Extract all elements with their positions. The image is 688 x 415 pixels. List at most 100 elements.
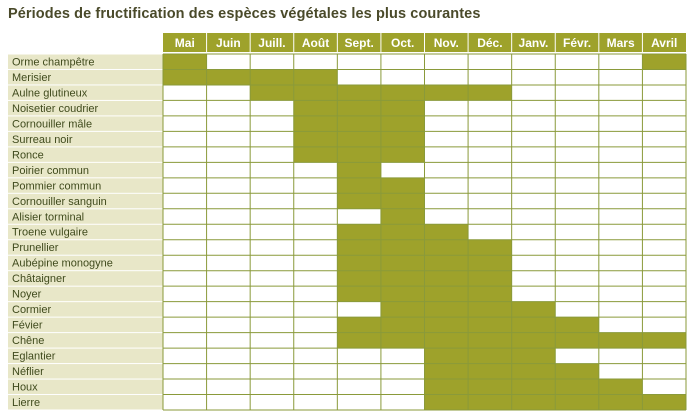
- fruiting-cell: [163, 69, 207, 85]
- fruiting-cell: [642, 394, 686, 410]
- fruiting-cell: [250, 84, 294, 101]
- species-label-bg: [8, 209, 163, 224]
- species-label: Aubépine monogyne: [12, 258, 113, 270]
- species-label: Févier: [12, 320, 43, 332]
- fruiting-cell: [293, 84, 338, 101]
- fruiting-cell: [380, 317, 425, 333]
- month-label: Déc.: [477, 36, 502, 50]
- fruiting-cell: [642, 54, 686, 70]
- month-label: Août: [302, 36, 329, 50]
- species-label-bg: [8, 286, 163, 302]
- fruiting-cell: [337, 224, 381, 240]
- fruiting-cell: [380, 270, 425, 287]
- fruiting-cell: [598, 394, 643, 410]
- fruiting-cell: [555, 317, 599, 333]
- month-label: Avril: [651, 36, 677, 50]
- fruiting-cell: [337, 162, 381, 178]
- fruiting-cell: [468, 301, 512, 318]
- fruiting-cell: [337, 317, 381, 333]
- species-label-bg: [8, 54, 163, 69]
- fruiting-cell: [468, 363, 512, 380]
- fruiting-cell: [424, 239, 469, 256]
- fruiting-cell: [468, 239, 512, 256]
- fruiting-cell: [424, 348, 469, 364]
- fruiting-cell: [337, 270, 381, 287]
- fruiting-cell: [337, 100, 381, 116]
- fruiting-cell: [511, 363, 556, 380]
- fruiting-cell: [380, 131, 425, 147]
- fruiting-cell: [380, 100, 425, 116]
- fruiting-cell: [380, 332, 425, 349]
- fruiting-cell: [293, 69, 338, 85]
- species-label-bg: [8, 255, 163, 271]
- month-label: Nov.: [434, 36, 459, 50]
- fruiting-cell: [380, 146, 425, 163]
- species-label: Cornouiller sanguin: [12, 196, 107, 208]
- fruiting-cell: [468, 394, 512, 410]
- month-label: Sept.: [344, 36, 373, 50]
- fruiting-cell: [380, 115, 425, 132]
- species-label-bg: [8, 178, 163, 193]
- species-label: Néflier: [12, 366, 44, 378]
- fruiting-cell: [337, 255, 381, 271]
- species-label: Surreau noir: [12, 134, 73, 146]
- fruiting-cell: [424, 270, 469, 287]
- fruiting-cell: [555, 332, 599, 349]
- species-label: Orme champêtre: [12, 56, 95, 68]
- species-label: Eglantier: [12, 351, 56, 363]
- fruiting-cell: [163, 54, 207, 70]
- species-label-bg: [8, 147, 163, 162]
- fruiting-cell: [337, 239, 381, 256]
- fruiting-cell: [598, 379, 643, 395]
- fruiting-cell: [337, 131, 381, 147]
- fruiting-cell: [424, 317, 469, 333]
- species-label-bg: [8, 302, 163, 317]
- fruiting-cell: [293, 131, 338, 147]
- fruiting-cell: [206, 69, 251, 85]
- fruiting-cell: [468, 286, 512, 302]
- month-label: Mai: [175, 36, 195, 50]
- species-label: Alisier torminal: [12, 211, 84, 223]
- fruiting-cell: [293, 146, 338, 163]
- species-label: Troene vulgaire: [12, 227, 88, 239]
- fruiting-cell: [424, 301, 469, 318]
- month-label: Juin: [216, 36, 241, 50]
- fruiting-cell: [380, 84, 425, 101]
- species-label: Cornouiller mâle: [12, 118, 92, 130]
- fruiting-cell: [424, 255, 469, 271]
- species-label-bg: [8, 333, 163, 348]
- fruiting-cell: [424, 286, 469, 302]
- fruiting-cell: [642, 332, 686, 349]
- species-label-bg: [8, 116, 163, 131]
- species-label-bg: [8, 131, 163, 147]
- species-label: Noyer: [12, 289, 42, 301]
- fruiting-cell: [380, 239, 425, 256]
- month-label: Juill.: [258, 36, 285, 50]
- fruiting-cell: [555, 363, 599, 380]
- species-label-bg: [8, 193, 163, 209]
- fruiting-cell: [337, 286, 381, 302]
- species-label-bg: [8, 271, 163, 286]
- month-label: Févr.: [563, 36, 591, 50]
- species-label-bg: [8, 69, 163, 85]
- fruiting-cell: [337, 146, 381, 163]
- species-label-bg: [8, 100, 163, 116]
- fruiting-cell: [424, 224, 469, 240]
- fruiting-cell: [598, 332, 643, 349]
- fruiting-cell: [424, 379, 469, 395]
- month-label: Mars: [607, 36, 635, 50]
- species-label: Châtaigner: [12, 273, 66, 285]
- species-label-bg: [8, 224, 163, 240]
- fruiting-cell: [337, 193, 381, 209]
- species-label: Chêne: [12, 335, 44, 347]
- fruiting-cell: [337, 115, 381, 132]
- fruiting-cell: [511, 394, 556, 410]
- fruiting-cell: [468, 84, 512, 101]
- fruiting-cell: [380, 224, 425, 240]
- fruiting-cell: [511, 332, 556, 349]
- species-label: Aulne glutineux: [12, 87, 88, 99]
- month-label: Oct.: [391, 36, 414, 50]
- fruiting-cell: [555, 394, 599, 410]
- species-label-bg: [8, 85, 163, 100]
